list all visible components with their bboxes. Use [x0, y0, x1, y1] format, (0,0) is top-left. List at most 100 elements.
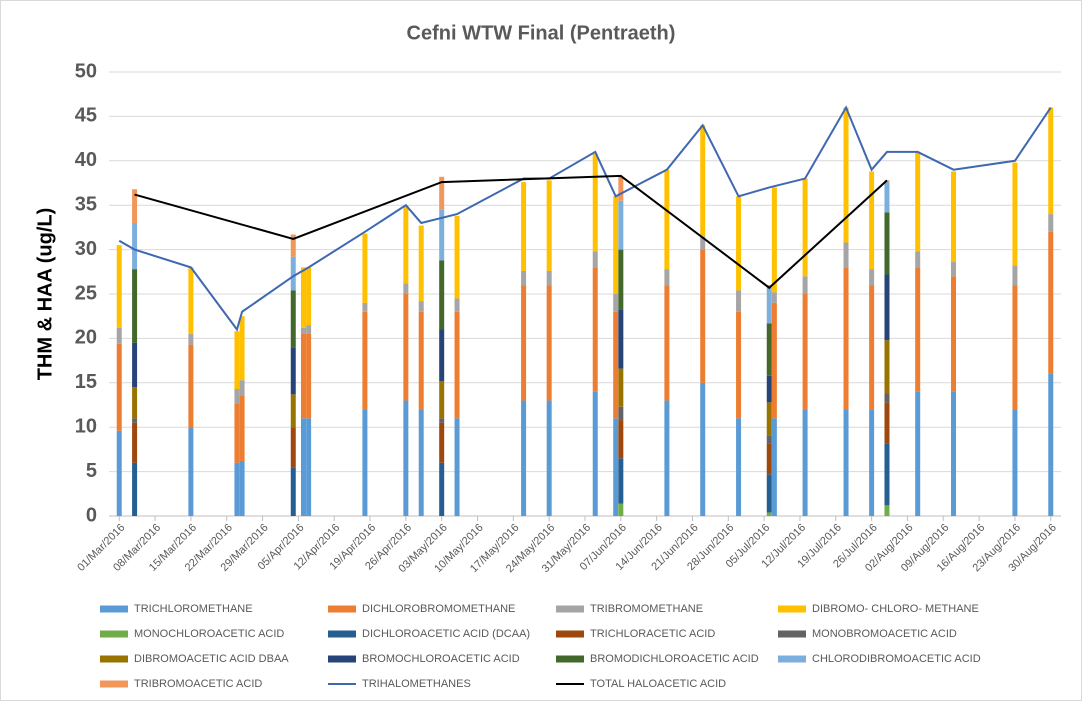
bar-segment — [188, 333, 194, 345]
legend-label: TRIHALOMETHANES — [362, 678, 471, 690]
bar-segment — [234, 389, 240, 404]
bar-segment — [951, 262, 957, 277]
legend-label: CHLORODIBROMOACETIC ACID — [812, 653, 981, 665]
y-tick-label: 45 — [75, 105, 97, 127]
bar-segment — [418, 409, 424, 516]
line — [134, 174, 888, 290]
y-tick-label: 10 — [75, 415, 97, 437]
bar-segment — [239, 395, 245, 461]
y-axis-label: THM & HAA (ug/L) — [34, 208, 56, 381]
legend-swatch — [778, 655, 806, 663]
bar-segment — [132, 422, 138, 463]
bar-segment — [454, 311, 460, 419]
bar-segment — [951, 171, 957, 263]
bar-segment — [439, 209, 445, 261]
bar-segment — [766, 286, 772, 324]
legend-swatch — [100, 680, 128, 688]
bar-segment — [618, 176, 624, 201]
bar-segment — [592, 251, 598, 268]
legend-label: MONOCHLOROACETIC ACID — [134, 628, 284, 640]
bar-segment — [239, 316, 245, 381]
bar-segment — [132, 222, 138, 270]
y-tick-label: 20 — [75, 327, 97, 349]
bar-segment — [592, 267, 598, 392]
bar-segment — [613, 418, 619, 516]
bar-segment — [439, 418, 445, 423]
bar-segment — [664, 400, 670, 516]
bar-segment — [700, 125, 706, 237]
y-tick-label: 25 — [75, 282, 97, 304]
bar-segment — [766, 474, 772, 513]
bar-segment — [521, 285, 527, 401]
y-tick-label: 5 — [86, 460, 97, 482]
bar-segment — [664, 269, 670, 286]
bar-segment — [306, 333, 312, 419]
bar-segment — [618, 420, 624, 459]
bar-segment — [1012, 285, 1018, 410]
bar-segment — [771, 418, 777, 516]
bar-segment — [1012, 409, 1018, 516]
bar-segment — [300, 267, 306, 328]
bar-segment — [618, 249, 624, 310]
bar-segment — [239, 460, 245, 516]
bar-segment — [362, 302, 368, 312]
legend-label: TRICHLORACETIC ACID — [590, 628, 715, 640]
legend-label: TRICHLOROMETHANE — [134, 603, 253, 615]
bar-segment — [618, 458, 624, 504]
legend-swatch — [778, 605, 806, 613]
bar-segment — [613, 294, 619, 312]
bar-segment — [802, 409, 808, 516]
legend-label: DICHLOROBROMOMETHANE — [362, 603, 515, 615]
legend-label: DIBROMO- CHLORO- METHANE — [812, 603, 979, 615]
bar-segment — [618, 200, 624, 250]
bar-segment — [403, 294, 409, 401]
y-tick-label: 0 — [86, 504, 97, 526]
bar-segment — [766, 512, 772, 516]
bar-segment — [239, 380, 245, 396]
bar-segment — [546, 400, 552, 516]
legend-swatch — [328, 605, 356, 613]
legend-label: DIBROMOACETIC ACID DBAA — [134, 653, 289, 665]
bar-segment — [664, 285, 670, 401]
bar-segment — [306, 418, 312, 516]
bar-segment — [736, 290, 742, 312]
bar-segment — [132, 462, 138, 516]
bar-segment — [766, 443, 772, 475]
legend-swatch — [100, 605, 128, 613]
bar-segment — [884, 443, 890, 506]
bar-segment — [618, 368, 624, 407]
legend-swatch — [556, 605, 584, 613]
legend-label: TRIBROMOACETIC ACID — [134, 678, 262, 690]
bar-segment — [843, 267, 849, 410]
bar-segment — [290, 467, 296, 516]
bar-segment — [521, 270, 527, 286]
bar-segment — [132, 189, 138, 223]
bar-segment — [188, 267, 194, 334]
bar-segment — [884, 340, 890, 394]
bar-segment — [1012, 265, 1018, 286]
bar-segment — [592, 153, 598, 252]
legend-swatch — [778, 630, 806, 638]
bar-segment — [613, 311, 619, 419]
bar-segment — [439, 381, 445, 419]
bar-segment — [951, 391, 957, 516]
legend-swatch — [100, 630, 128, 638]
bar-segment — [362, 233, 368, 303]
legend-label: TOTAL HALOACETIC ACID — [590, 678, 726, 690]
bar-segment — [521, 182, 527, 271]
bar-segment — [700, 236, 706, 250]
bar-segment — [736, 311, 742, 419]
bar-segment — [915, 151, 921, 252]
bar-segment — [454, 215, 460, 299]
bar-segment — [771, 292, 777, 303]
bar-segment — [884, 402, 890, 444]
bar-segment — [454, 298, 460, 312]
bar-segment — [454, 418, 460, 516]
y-tick-label: 30 — [75, 238, 97, 260]
bar-segment — [403, 283, 409, 294]
bar-segment — [290, 427, 296, 468]
bar-segment — [802, 178, 808, 277]
legend-label: DICHLOROACETIC ACID (DCAA) — [362, 628, 530, 640]
bar-segment — [766, 323, 772, 376]
